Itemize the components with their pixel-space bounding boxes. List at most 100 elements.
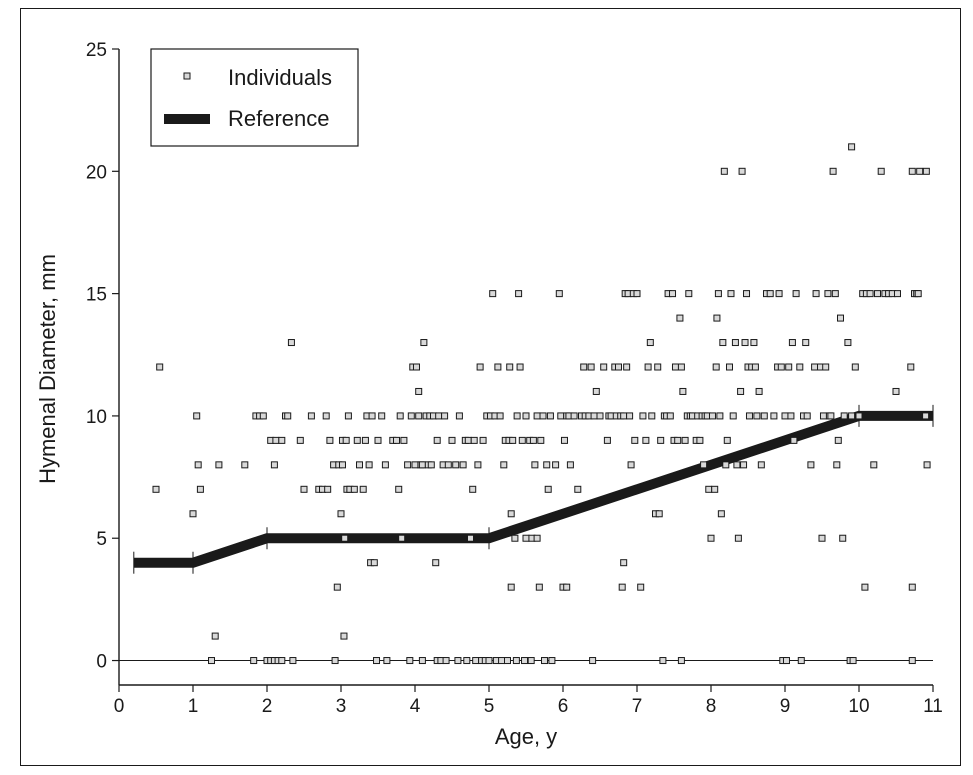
individual-point — [507, 583, 515, 591]
individual-point — [374, 436, 382, 444]
individual-point — [404, 461, 412, 469]
individual-point — [338, 461, 346, 469]
individual-point — [411, 461, 419, 469]
individual-point — [796, 363, 804, 371]
individual-point — [512, 657, 520, 665]
individual-point — [620, 412, 628, 420]
individual-point — [807, 461, 815, 469]
x-tick-label: 7 — [632, 696, 643, 717]
individual-point — [874, 290, 881, 298]
individual-point — [474, 461, 482, 469]
individual-point — [700, 461, 708, 469]
individual-point — [552, 461, 560, 469]
individual-point — [415, 387, 423, 395]
individual-point — [892, 387, 900, 395]
individual-point — [555, 290, 563, 298]
individual-point — [679, 387, 687, 395]
individual-point — [560, 436, 568, 444]
individual-point — [696, 436, 704, 444]
legend-individuals-marker — [183, 72, 191, 80]
individual-point — [494, 363, 502, 371]
x-tick-label: 0 — [114, 696, 125, 717]
individual-point — [521, 657, 529, 665]
individual-point — [516, 363, 524, 371]
individual-point — [916, 167, 924, 175]
individual-point — [509, 436, 517, 444]
individual-point — [296, 436, 304, 444]
individual-point — [194, 461, 202, 469]
individual-point — [359, 485, 367, 493]
individual-point — [418, 657, 426, 665]
individual-point — [529, 436, 537, 444]
individual-point — [618, 583, 626, 591]
individual-point — [537, 436, 545, 444]
individual-point — [657, 436, 665, 444]
individual-point — [395, 485, 403, 493]
individual-point — [782, 657, 790, 665]
individual-point — [515, 290, 523, 298]
individual-point — [729, 412, 737, 420]
individual-point — [448, 436, 456, 444]
individual-point — [600, 363, 608, 371]
individual-point — [326, 436, 334, 444]
individual-point — [373, 657, 381, 665]
individual-point — [383, 657, 391, 665]
x-tick-label: 4 — [410, 696, 421, 717]
individual-point — [741, 339, 749, 347]
individual-point — [398, 534, 406, 542]
individual-point — [745, 412, 753, 420]
individual-point — [818, 534, 826, 542]
individual-point — [590, 412, 598, 420]
individual-point — [711, 485, 719, 493]
individual-point — [211, 632, 219, 640]
individual-point — [152, 485, 160, 493]
individual-point — [760, 412, 768, 420]
y-tick-label: 5 — [96, 529, 107, 550]
individual-point — [432, 559, 440, 567]
individual-point — [839, 534, 847, 542]
individual-point — [469, 485, 477, 493]
individual-point — [527, 657, 535, 665]
individual-point — [427, 461, 435, 469]
individual-point — [655, 510, 663, 518]
individual-point — [849, 657, 857, 665]
individual-point — [589, 657, 597, 665]
individual-point — [467, 534, 474, 542]
individual-point — [671, 363, 679, 371]
individual-point — [485, 657, 493, 665]
individual-point — [284, 412, 292, 420]
individual-point — [322, 412, 330, 420]
x-tick-label: 9 — [780, 696, 791, 717]
individual-point — [342, 436, 350, 444]
individual-point — [472, 657, 480, 665]
individual-point — [831, 290, 839, 298]
individual-point — [707, 534, 715, 542]
individual-point — [278, 436, 286, 444]
individual-point — [646, 339, 654, 347]
individual-point — [719, 339, 727, 347]
individual-point — [381, 461, 389, 469]
reference-line-layer — [133, 404, 934, 574]
individual-point — [734, 534, 742, 542]
individual-point — [208, 657, 215, 665]
individual-point — [787, 412, 795, 420]
individual-point — [356, 461, 363, 469]
individual-points-layer — [152, 143, 931, 665]
individual-point — [848, 412, 856, 420]
individual-point — [720, 167, 728, 175]
individual-point — [340, 632, 348, 640]
individual-point — [623, 363, 631, 371]
individual-point — [751, 363, 759, 371]
individual-point — [300, 485, 308, 493]
individual-point — [543, 461, 551, 469]
individual-point — [507, 510, 515, 518]
individual-point — [674, 436, 682, 444]
individual-point — [812, 290, 820, 298]
individual-point — [539, 412, 547, 420]
individual-point — [566, 461, 574, 469]
individual-point — [785, 363, 793, 371]
individual-point — [713, 314, 721, 322]
individual-point — [563, 583, 571, 591]
individual-point — [733, 461, 741, 469]
individual-point — [365, 461, 373, 469]
